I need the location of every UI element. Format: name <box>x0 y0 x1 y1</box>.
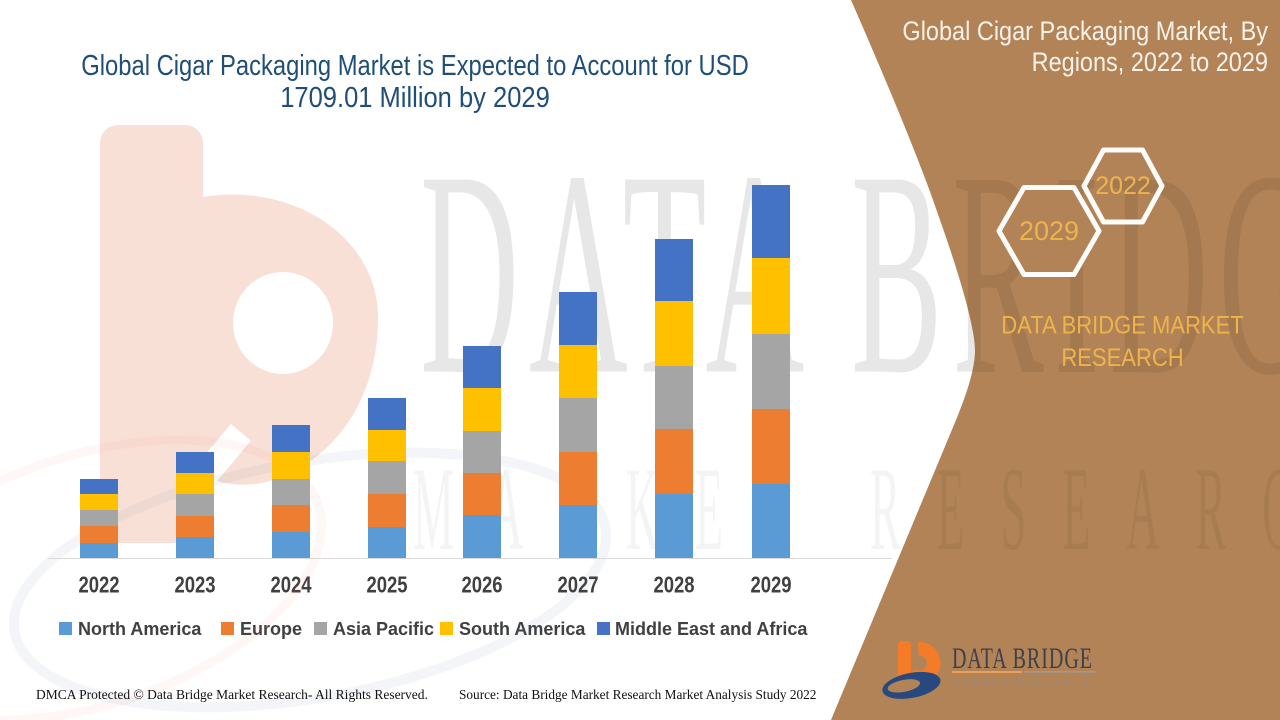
svg-text:DATA BRIDGE: DATA BRIDGE <box>952 641 1093 675</box>
svg-text:MARKET RESEARCH: MARKET RESEARCH <box>952 678 1092 687</box>
svg-text:2022: 2022 <box>1095 172 1151 200</box>
svg-text:2029: 2029 <box>1019 216 1079 246</box>
